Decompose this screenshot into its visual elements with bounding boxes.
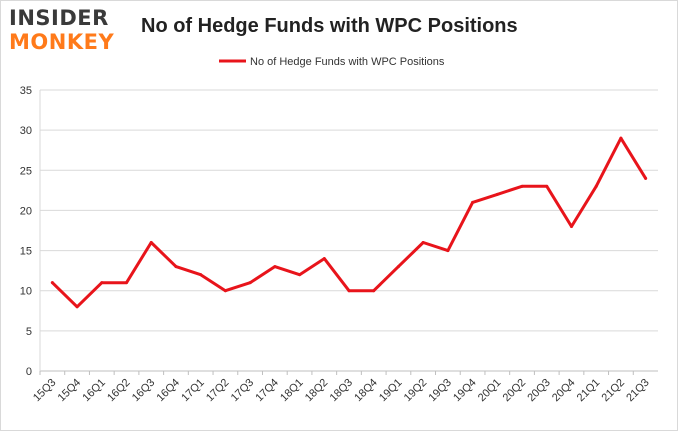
y-tick-label: 20 (20, 205, 32, 217)
x-tick-label: 18Q4 (352, 377, 380, 405)
x-tick-label: 19Q3 (426, 377, 454, 405)
data-point (322, 257, 326, 261)
data-point (298, 273, 302, 277)
legend-label: No of Hedge Funds with WPC Positions (250, 56, 445, 68)
data-point (545, 184, 549, 188)
y-tick-label: 10 (20, 286, 32, 298)
data-point (100, 281, 104, 285)
data-point (223, 289, 227, 293)
data-point (471, 200, 475, 204)
chart-title: No of Hedge Funds with WPC Positions (141, 15, 518, 37)
data-point (569, 224, 573, 228)
data-point (149, 241, 153, 245)
data-point (396, 265, 400, 269)
data-point (619, 136, 623, 140)
data-point (644, 176, 648, 180)
y-tick-label: 15 (20, 246, 32, 258)
x-tick-label: 18Q2 (303, 377, 331, 405)
x-tick-label: 18Q3 (328, 377, 356, 405)
x-tick-label: 15Q3 (31, 377, 59, 405)
data-point (446, 249, 450, 253)
x-tick-label: 17Q1 (179, 377, 207, 405)
x-tick-label: 20Q4 (550, 377, 578, 405)
series-line (50, 136, 648, 309)
data-point (520, 184, 524, 188)
x-tick-label: 16Q2 (105, 377, 133, 405)
y-tick-label: 35 (20, 85, 32, 97)
y-tick-label: 30 (20, 125, 32, 137)
data-point (273, 265, 277, 269)
x-tick-label: 20Q2 (501, 377, 529, 405)
data-point (495, 192, 499, 196)
x-tick-label: 19Q1 (377, 377, 405, 405)
data-point (421, 241, 425, 245)
logo-line-2: MONKEY (9, 30, 115, 54)
x-tick-label: 20Q1 (476, 377, 504, 405)
data-point (174, 265, 178, 269)
data-point (75, 305, 79, 309)
logo-line-1: INSIDER (9, 6, 109, 30)
data-point (372, 289, 376, 293)
x-tick-label: 21Q3 (624, 377, 652, 405)
x-tick-label: 19Q4 (451, 377, 479, 405)
insider-monkey-logo: INSIDER MONKEY (9, 7, 127, 59)
x-tick-label: 17Q2 (204, 377, 232, 405)
data-point (248, 281, 252, 285)
x-tick-label: 16Q3 (130, 377, 158, 405)
x-tick-label: 17Q3 (229, 377, 257, 405)
x-tick-label: 15Q4 (56, 377, 84, 405)
y-tick-label: 0 (26, 366, 32, 378)
data-point (347, 289, 351, 293)
x-tick-label: 19Q2 (402, 377, 430, 405)
data-point (199, 273, 203, 277)
y-tick-label: 25 (20, 165, 32, 177)
x-tick-label: 18Q1 (278, 377, 306, 405)
y-tick-label: 5 (26, 326, 32, 338)
x-tick-label: 16Q4 (155, 377, 183, 405)
x-tick-label: 17Q4 (253, 377, 281, 405)
x-tick-label: 16Q1 (80, 377, 108, 405)
x-tick-label: 20Q3 (525, 377, 553, 405)
data-point (594, 184, 598, 188)
x-tick-label: 21Q1 (575, 377, 603, 405)
data-point (125, 281, 129, 285)
data-point (50, 281, 54, 285)
x-tick-label: 21Q2 (600, 377, 628, 405)
